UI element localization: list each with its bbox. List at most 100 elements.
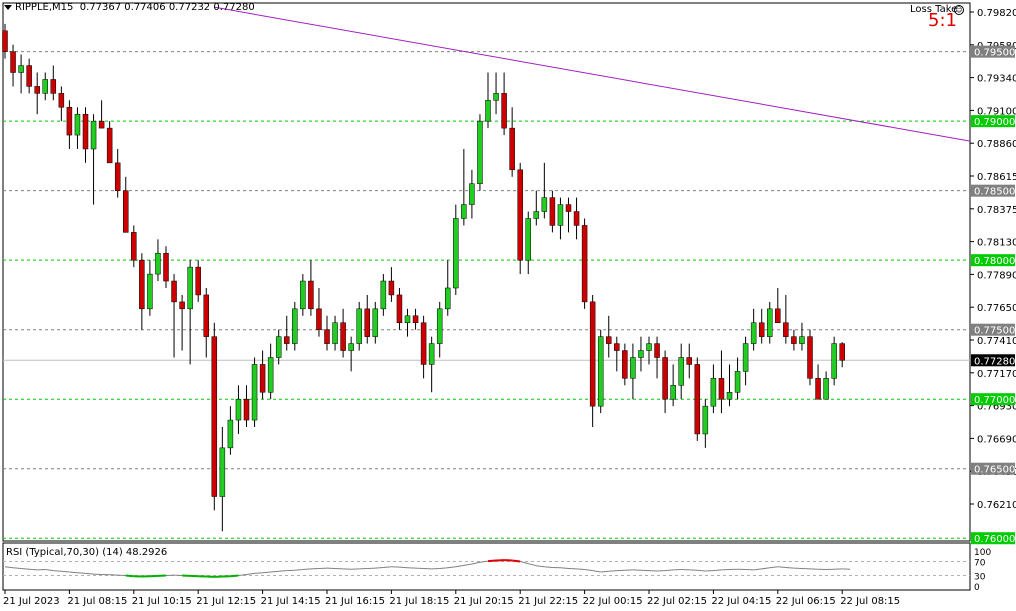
price-tick-label: 0.77650 (977, 303, 1016, 314)
bull-candle (187, 266, 193, 310)
rsi-segment (69, 571, 78, 574)
bull-candle (380, 280, 387, 310)
time-tick-label: 22 Jul 08:15 (840, 596, 900, 607)
level-tag (971, 115, 1015, 128)
bear-candle (783, 322, 789, 337)
bear-candle (686, 357, 692, 365)
bear-candle (589, 301, 596, 407)
bull-candle (477, 120, 483, 184)
bear-candle (10, 51, 16, 73)
price-tick-label: 0.78615 (977, 172, 1016, 183)
bull-candle (292, 308, 298, 344)
level-tag-label: 0.78000 (974, 256, 1015, 267)
bull-candle (469, 183, 475, 205)
bull-candle (823, 378, 829, 400)
rsi-segment (665, 569, 674, 572)
dropdown-triangle-icon[interactable] (4, 4, 12, 10)
bear-candle (308, 280, 314, 310)
rsi-segment (383, 566, 392, 568)
rsi-segment (584, 569, 593, 572)
bull-candle (445, 287, 451, 310)
bull-candle (702, 405, 709, 435)
bull-candle (799, 336, 805, 344)
bull-candle (219, 447, 226, 497)
bear-candle (509, 127, 515, 171)
rsi-segment (254, 572, 263, 574)
level-tag-label: 0.77500 (974, 326, 1015, 337)
bear-candle (179, 301, 185, 310)
main-pane-frame (2, 2, 971, 542)
bear-candle (139, 259, 145, 310)
bear-candle (2, 30, 8, 52)
rsi-segment (399, 566, 408, 569)
rsi-segment (29, 568, 38, 571)
bear-candle (694, 364, 701, 435)
rsi-segment (592, 570, 601, 573)
bull-candle (404, 315, 411, 323)
bull-candle (734, 371, 741, 393)
settings-circle-icon[interactable]: ☺ (954, 5, 964, 15)
bear-candle (654, 343, 660, 358)
bear-candle (340, 322, 346, 351)
rsi-segment (77, 572, 86, 574)
bear-candle (614, 343, 620, 351)
bear-candle (775, 308, 781, 323)
rsi-segment (294, 569, 303, 571)
bear-candle (58, 93, 65, 108)
price-tick-label: 0.79340 (977, 74, 1016, 85)
bear-candle (807, 336, 813, 379)
bull-candle (227, 419, 234, 449)
rsi-segment (713, 569, 722, 572)
rsi-segment (463, 563, 472, 566)
rsi-header: RSI (Typical,70,30) (14) 48.2926 (6, 547, 168, 558)
bear-candle (284, 336, 290, 344)
rsi-segment (520, 561, 529, 565)
bull-candle (90, 120, 97, 150)
bear-candle (549, 197, 556, 226)
bear-candle (171, 280, 177, 303)
bear-candle (50, 79, 57, 94)
bear-candle (420, 322, 427, 365)
rsi-pane-frame (2, 542, 971, 591)
bear-candle (517, 169, 523, 261)
bear-candle (131, 232, 137, 261)
risk-reward-ratio: 5:1 (928, 10, 957, 31)
rsi-tick-label: 30 (974, 573, 986, 583)
rsi-segment (769, 566, 778, 569)
rsi-segment (125, 574, 134, 578)
time-tick-label: 21 Jul 10:15 (132, 596, 192, 607)
bear-candle (82, 113, 89, 150)
bull-candle (275, 336, 282, 358)
rsi-segment (21, 568, 30, 570)
rsi-segment (560, 567, 569, 569)
rsi-segment (753, 568, 762, 571)
bull-candle (453, 218, 459, 289)
level-tag-label: 0.79500 (974, 48, 1015, 59)
ohlc-label: 0.77367 0.77406 0.77232 0.77280 (79, 2, 255, 13)
bear-candle (123, 190, 129, 233)
level-tag (971, 45, 1015, 58)
time-tick-label: 21 Jul 2023 (3, 596, 60, 607)
time-tick-label: 21 Jul 14:15 (261, 596, 321, 607)
price-tick-label: 0.79820 (977, 8, 1016, 19)
bull-candle (678, 357, 684, 386)
rsi-segment (785, 566, 794, 569)
bear-candle (565, 204, 572, 212)
rsi-segment (777, 566, 786, 568)
level-tag-label: 0.77000 (974, 395, 1015, 406)
bear-candle (114, 162, 121, 191)
rsi-segment (439, 567, 448, 569)
bear-candle (98, 120, 105, 129)
bull-candle (372, 308, 379, 337)
current-price-tag (971, 354, 1015, 367)
bear-candle (243, 398, 250, 421)
level-tag (971, 184, 1015, 197)
rsi-segment (544, 566, 553, 568)
bear-candle (791, 336, 797, 344)
bear-candle (758, 322, 765, 337)
bull-candle (767, 308, 773, 337)
time-tick-label: 21 Jul 08:15 (67, 596, 127, 607)
bull-candle (485, 100, 491, 122)
